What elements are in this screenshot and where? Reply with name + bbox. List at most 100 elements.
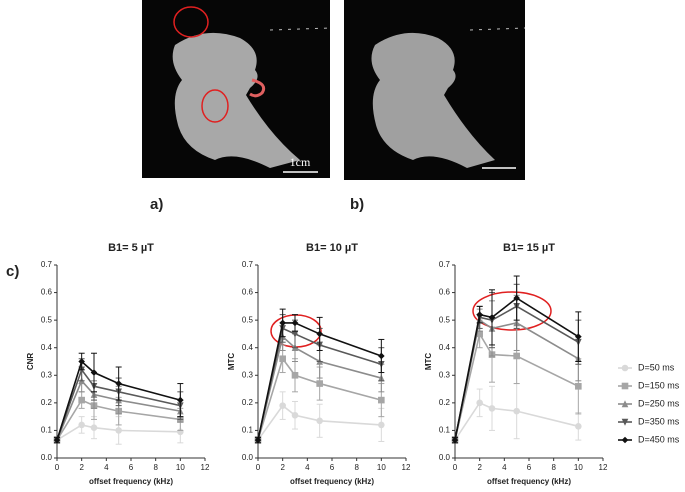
marker bbox=[78, 396, 85, 404]
marker bbox=[378, 396, 385, 404]
y-tick-label: 0.6 bbox=[439, 288, 451, 297]
y-tick-label: 0.3 bbox=[41, 370, 53, 379]
marker bbox=[279, 355, 286, 363]
y-tick-label: 0.3 bbox=[439, 370, 451, 379]
x-tick-label: 4 bbox=[502, 463, 507, 472]
legend-label: D=50 ms bbox=[638, 362, 675, 372]
marker bbox=[316, 330, 323, 338]
x-tick-label: 0 bbox=[256, 463, 261, 472]
y-tick-label: 0.6 bbox=[41, 288, 53, 297]
y-tick-label: 0.2 bbox=[41, 398, 53, 407]
marker bbox=[575, 422, 582, 430]
artifact bbox=[269, 27, 331, 31]
y-tick-label: 0.4 bbox=[41, 343, 53, 352]
marker bbox=[279, 402, 286, 409]
y-tick-label: 0.6 bbox=[242, 288, 254, 297]
y-tick-label: 0.2 bbox=[439, 398, 451, 407]
panel-label: b) bbox=[350, 196, 364, 213]
chart-title: B1= 15 µT bbox=[503, 242, 555, 254]
y-tick-label: 0.0 bbox=[242, 453, 254, 462]
x-tick-label: 6 bbox=[527, 463, 532, 472]
y-axis-label: MTC bbox=[424, 353, 433, 371]
x-axis-label: offset frequency (kHz) bbox=[487, 477, 571, 486]
legend-label: D=350 ms bbox=[638, 416, 680, 426]
y-tick-label: 0.4 bbox=[439, 343, 451, 352]
marker bbox=[621, 436, 629, 444]
scale-label: 1cm bbox=[290, 155, 311, 169]
y-tick-label: 0.4 bbox=[242, 343, 254, 352]
marker bbox=[291, 319, 299, 327]
marker bbox=[621, 400, 629, 408]
y-tick-label: 0.0 bbox=[439, 453, 451, 462]
marker bbox=[513, 294, 520, 302]
marker bbox=[90, 424, 98, 431]
marker bbox=[513, 407, 520, 415]
y-tick-label: 0.7 bbox=[242, 260, 254, 269]
marker bbox=[90, 369, 98, 376]
x-axis-label: offset frequency (kHz) bbox=[290, 477, 374, 486]
y-tick-label: 0.0 bbox=[41, 453, 53, 462]
marker bbox=[621, 382, 629, 390]
x-tick-label: 10 bbox=[574, 463, 583, 472]
y-tick-label: 0.5 bbox=[41, 315, 53, 324]
marker bbox=[476, 330, 483, 338]
marker bbox=[291, 411, 299, 419]
highlight bbox=[249, 78, 266, 98]
annotation-circle bbox=[472, 291, 552, 331]
x-tick-label: 4 bbox=[104, 463, 109, 472]
legend-label: D=150 ms bbox=[638, 380, 680, 390]
x-tick-label: 6 bbox=[129, 463, 134, 472]
y-tick-label: 0.1 bbox=[41, 426, 53, 435]
x-tick-label: 0 bbox=[55, 463, 60, 472]
marker bbox=[476, 311, 483, 318]
marker bbox=[575, 333, 582, 340]
x-axis-label: offset frequency (kHz) bbox=[89, 477, 173, 486]
marker bbox=[254, 436, 262, 444]
x-tick-label: 2 bbox=[477, 463, 482, 472]
y-tick-label: 0.2 bbox=[242, 398, 254, 407]
marker bbox=[53, 436, 61, 444]
marker bbox=[115, 380, 122, 387]
y-tick-label: 0.5 bbox=[439, 315, 451, 324]
marker bbox=[115, 427, 122, 434]
marker bbox=[621, 418, 629, 426]
x-tick-label: 4 bbox=[305, 463, 310, 472]
roi-circle bbox=[173, 6, 209, 38]
marker bbox=[378, 421, 385, 429]
x-tick-label: 12 bbox=[599, 463, 608, 472]
tissue bbox=[371, 32, 495, 169]
x-tick-label: 8 bbox=[354, 463, 359, 472]
marker bbox=[279, 319, 286, 327]
y-tick-label: 0.3 bbox=[242, 370, 254, 379]
y-tick-label: 0.1 bbox=[242, 426, 254, 435]
y-tick-label: 0.7 bbox=[439, 260, 451, 269]
marker bbox=[378, 352, 385, 360]
x-tick-label: 10 bbox=[176, 463, 185, 472]
x-tick-label: 12 bbox=[402, 463, 411, 472]
chart-title: B1= 5 µT bbox=[108, 242, 154, 254]
y-axis-label: CNR bbox=[26, 353, 35, 371]
marker bbox=[316, 380, 323, 387]
marker bbox=[575, 383, 582, 390]
x-tick-label: 2 bbox=[280, 463, 285, 472]
artifact bbox=[469, 27, 526, 31]
marker bbox=[316, 417, 323, 425]
x-tick-label: 8 bbox=[551, 463, 556, 472]
marker bbox=[513, 352, 520, 360]
tissue bbox=[172, 32, 300, 169]
legend-label: D=450 ms bbox=[638, 434, 680, 444]
marker bbox=[488, 405, 496, 412]
marker bbox=[177, 396, 184, 404]
marker bbox=[78, 358, 85, 365]
legend-label: D=250 ms bbox=[638, 398, 680, 408]
marker bbox=[451, 436, 459, 444]
x-tick-label: 8 bbox=[153, 463, 158, 472]
y-tick-label: 0.5 bbox=[242, 315, 254, 324]
marker bbox=[291, 371, 299, 379]
y-tick-label: 0.7 bbox=[41, 260, 53, 269]
chart-title: B1= 10 µT bbox=[306, 242, 358, 254]
marker bbox=[621, 364, 629, 372]
marker bbox=[488, 314, 496, 321]
x-tick-label: 12 bbox=[201, 463, 210, 472]
